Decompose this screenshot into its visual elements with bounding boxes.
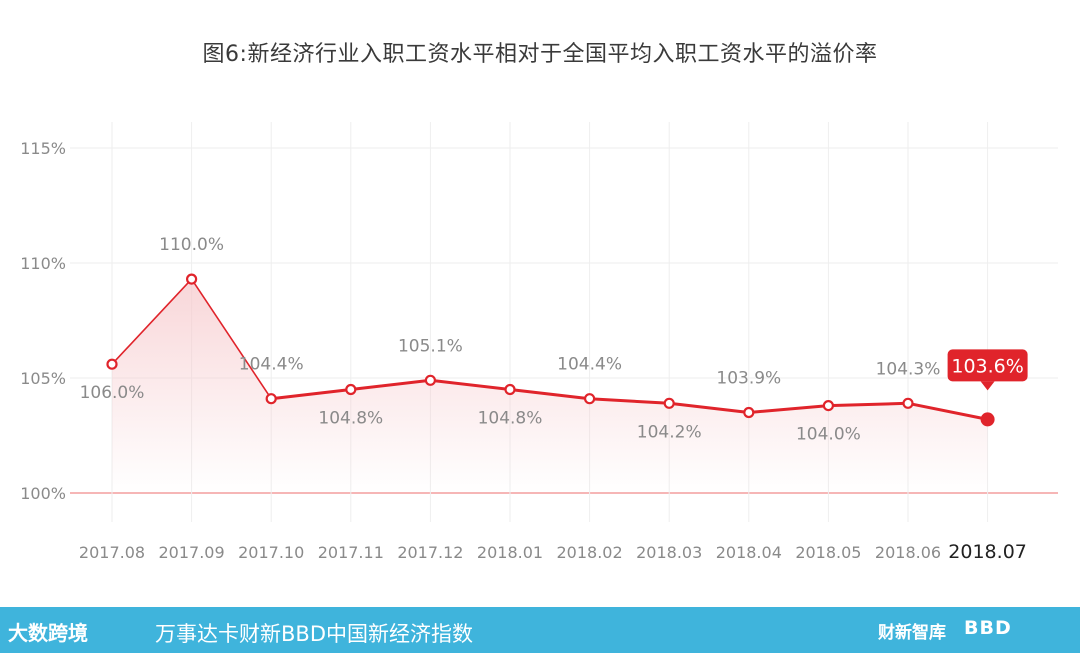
series-line	[111, 278, 990, 421]
data-point-highlight	[980, 412, 995, 427]
line-segment	[906, 401, 990, 421]
logo-text: 大数跨境	[8, 621, 88, 645]
callout-box	[947, 349, 1028, 382]
footer-logo: 大数跨境	[8, 617, 88, 646]
footer-bar: 大数跨境 万事达卡财新BBD中国新经济指数 财新智库 BBD	[0, 607, 1080, 653]
data-points	[106, 273, 995, 427]
data-point	[663, 397, 675, 409]
data-label: 104.8%	[318, 409, 383, 429]
area-fill	[112, 279, 988, 493]
data-label: 104.4%	[239, 355, 304, 375]
line-segment	[826, 401, 910, 408]
footer-subtitle: 万事达卡财新BBD中国新经济指数	[155, 622, 473, 646]
x-tick-label: 2018.04	[716, 543, 782, 562]
data-point	[424, 374, 436, 386]
x-tick-label: 2018.07	[948, 541, 1027, 563]
x-tick-label: 2017.09	[159, 543, 225, 562]
caixin-logo: 财新智库	[878, 623, 946, 643]
line-segment	[269, 388, 353, 401]
line-segment	[111, 278, 193, 366]
line-chart: 106.0% 110.0% 104.4% 104.8% 105.1% 104.8% 104.…	[20, 122, 1058, 563]
x-tick-label: 2018.03	[636, 543, 702, 562]
data-label: 104.3%	[876, 359, 941, 379]
data-point	[345, 383, 357, 396]
line-segment	[508, 388, 592, 401]
data-point	[265, 393, 277, 405]
data-point	[743, 406, 755, 419]
y-tick-label: 115%	[20, 139, 66, 158]
x-tick-label: 2017.10	[238, 543, 304, 562]
chart-title: 图6:新经济行业入职工资水平相对于全国平均入职工资水平的溢价率	[202, 42, 878, 67]
x-tick-label: 2018.05	[795, 543, 861, 562]
data-point	[822, 400, 835, 412]
data-point	[902, 397, 914, 409]
data-label: 106.0%	[80, 383, 145, 403]
bbd-logo: BBD	[964, 617, 1012, 639]
data-point	[583, 393, 596, 405]
y-tick-label: 110%	[20, 254, 66, 273]
x-tick-label: 2017.12	[397, 543, 463, 562]
data-label: 104.0%	[796, 425, 861, 445]
x-tick-label: 2018.01	[477, 543, 543, 562]
data-label: 103.9%	[716, 369, 781, 389]
y-tick-label: 105%	[20, 369, 66, 388]
data-point	[504, 383, 516, 396]
x-tick-label: 2018.02	[557, 543, 623, 562]
axes: 115% 110% 105% 100% 2017.08 2017.09 2017.10 201…	[20, 139, 1027, 563]
line-segment	[667, 401, 751, 414]
x-tick-label: 2017.11	[318, 543, 384, 562]
data-labels: 106.0% 110.0% 104.4% 104.8% 105.1% 104.8% 104.…	[80, 235, 1028, 445]
y-tick-label: 100%	[20, 484, 66, 503]
line-segment	[747, 404, 830, 414]
callout-pointer	[980, 381, 995, 391]
data-point	[186, 273, 198, 285]
line-segment	[349, 378, 432, 391]
data-label: 104.4%	[557, 355, 622, 375]
area-path	[112, 279, 988, 493]
data-point	[106, 358, 118, 370]
x-tick-label: 2017.08	[79, 543, 145, 562]
data-label: 110.0%	[159, 235, 224, 255]
line-segment	[588, 397, 671, 405]
data-label: 104.2%	[637, 422, 702, 442]
data-label: 104.8%	[478, 409, 543, 429]
data-label-highlight: 103.6%	[951, 355, 1023, 377]
data-label: 105.1%	[398, 336, 463, 356]
x-tick-label: 2018.06	[875, 543, 941, 562]
line-segment	[190, 278, 273, 400]
line-segment	[428, 378, 512, 391]
